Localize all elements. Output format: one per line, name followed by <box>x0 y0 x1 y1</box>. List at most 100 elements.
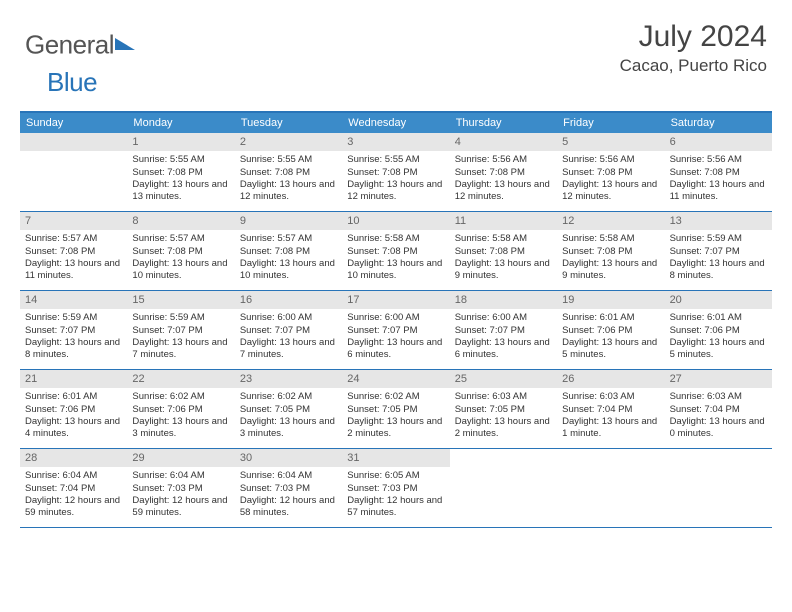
day-cell: 10Sunrise: 5:58 AMSunset: 7:08 PMDayligh… <box>342 212 449 290</box>
day-cell: 16Sunrise: 6:00 AMSunset: 7:07 PMDayligh… <box>235 291 342 369</box>
day-cell: 25Sunrise: 6:03 AMSunset: 7:05 PMDayligh… <box>450 370 557 448</box>
sunrise-line: Sunrise: 5:58 AM <box>562 233 659 245</box>
day-body: Sunrise: 6:01 AMSunset: 7:06 PMDaylight:… <box>557 309 664 365</box>
daylight-line: Daylight: 13 hours and 3 minutes. <box>132 416 229 441</box>
day-number: 24 <box>342 370 449 388</box>
weekday-header-row: SundayMondayTuesdayWednesdayThursdayFrid… <box>20 113 772 133</box>
day-body: Sunrise: 6:05 AMSunset: 7:03 PMDaylight:… <box>342 467 449 523</box>
sunrise-line: Sunrise: 6:03 AM <box>455 391 552 403</box>
daylight-line: Daylight: 13 hours and 0 minutes. <box>670 416 767 441</box>
location: Cacao, Puerto Rico <box>620 56 767 76</box>
day-cell: 29Sunrise: 6:04 AMSunset: 7:03 PMDayligh… <box>127 449 234 527</box>
sunset-line: Sunset: 7:06 PM <box>25 404 122 416</box>
day-number: 1 <box>127 133 234 151</box>
sunrise-line: Sunrise: 6:04 AM <box>132 470 229 482</box>
sunrise-line: Sunrise: 6:03 AM <box>562 391 659 403</box>
sunset-line: Sunset: 7:03 PM <box>347 483 444 495</box>
day-number: 6 <box>665 133 772 151</box>
day-body: Sunrise: 6:00 AMSunset: 7:07 PMDaylight:… <box>235 309 342 365</box>
daylight-line: Daylight: 13 hours and 2 minutes. <box>455 416 552 441</box>
header: GeneralBlue July 2024 Cacao, Puerto Rico <box>0 0 792 103</box>
day-number: 27 <box>665 370 772 388</box>
day-cell: 5Sunrise: 5:56 AMSunset: 7:08 PMDaylight… <box>557 133 664 211</box>
day-body: Sunrise: 6:03 AMSunset: 7:04 PMDaylight:… <box>665 388 772 444</box>
day-body: Sunrise: 6:00 AMSunset: 7:07 PMDaylight:… <box>342 309 449 365</box>
sunrise-line: Sunrise: 5:59 AM <box>25 312 122 324</box>
day-number: 12 <box>557 212 664 230</box>
day-number: 23 <box>235 370 342 388</box>
day-number: 9 <box>235 212 342 230</box>
sunrise-line: Sunrise: 6:02 AM <box>240 391 337 403</box>
day-number: 18 <box>450 291 557 309</box>
day-body: Sunrise: 5:56 AMSunset: 7:08 PMDaylight:… <box>665 151 772 207</box>
sunset-line: Sunset: 7:08 PM <box>25 246 122 258</box>
day-body: Sunrise: 6:01 AMSunset: 7:06 PMDaylight:… <box>665 309 772 365</box>
daylight-line: Daylight: 13 hours and 4 minutes. <box>25 416 122 441</box>
sunset-line: Sunset: 7:08 PM <box>670 167 767 179</box>
daylight-line: Daylight: 13 hours and 7 minutes. <box>132 337 229 362</box>
day-cell: 14Sunrise: 5:59 AMSunset: 7:07 PMDayligh… <box>20 291 127 369</box>
weekday-header: Tuesday <box>235 113 342 133</box>
logo: GeneralBlue <box>25 26 136 98</box>
day-body: Sunrise: 6:02 AMSunset: 7:05 PMDaylight:… <box>342 388 449 444</box>
sunset-line: Sunset: 7:03 PM <box>240 483 337 495</box>
day-number: 16 <box>235 291 342 309</box>
daylight-line: Daylight: 13 hours and 12 minutes. <box>455 179 552 204</box>
sunrise-line: Sunrise: 6:03 AM <box>670 391 767 403</box>
daylight-line: Daylight: 12 hours and 57 minutes. <box>347 495 444 520</box>
sunrise-line: Sunrise: 5:55 AM <box>132 154 229 166</box>
weekday-header: Sunday <box>20 113 127 133</box>
calendar-body: 1Sunrise: 5:55 AMSunset: 7:08 PMDaylight… <box>20 133 772 528</box>
day-body: Sunrise: 5:58 AMSunset: 7:08 PMDaylight:… <box>450 230 557 286</box>
sunset-line: Sunset: 7:04 PM <box>670 404 767 416</box>
day-cell: 20Sunrise: 6:01 AMSunset: 7:06 PMDayligh… <box>665 291 772 369</box>
day-cell <box>557 449 664 527</box>
empty-day-header <box>20 133 127 151</box>
day-cell <box>20 133 127 211</box>
daylight-line: Daylight: 13 hours and 6 minutes. <box>347 337 444 362</box>
day-cell: 18Sunrise: 6:00 AMSunset: 7:07 PMDayligh… <box>450 291 557 369</box>
day-cell: 13Sunrise: 5:59 AMSunset: 7:07 PMDayligh… <box>665 212 772 290</box>
sunrise-line: Sunrise: 6:01 AM <box>670 312 767 324</box>
day-number: 2 <box>235 133 342 151</box>
logo-text: GeneralBlue <box>25 26 136 98</box>
daylight-line: Daylight: 13 hours and 10 minutes. <box>132 258 229 283</box>
day-cell: 6Sunrise: 5:56 AMSunset: 7:08 PMDaylight… <box>665 133 772 211</box>
day-cell: 24Sunrise: 6:02 AMSunset: 7:05 PMDayligh… <box>342 370 449 448</box>
sunset-line: Sunset: 7:08 PM <box>132 167 229 179</box>
sunset-line: Sunset: 7:06 PM <box>562 325 659 337</box>
sunrise-line: Sunrise: 5:58 AM <box>347 233 444 245</box>
daylight-line: Daylight: 13 hours and 13 minutes. <box>132 179 229 204</box>
sunset-line: Sunset: 7:05 PM <box>455 404 552 416</box>
day-number: 13 <box>665 212 772 230</box>
sunset-line: Sunset: 7:07 PM <box>25 325 122 337</box>
daylight-line: Daylight: 12 hours and 59 minutes. <box>25 495 122 520</box>
day-number: 31 <box>342 449 449 467</box>
month-title: July 2024 <box>620 20 767 54</box>
day-cell: 19Sunrise: 6:01 AMSunset: 7:06 PMDayligh… <box>557 291 664 369</box>
daylight-line: Daylight: 13 hours and 8 minutes. <box>25 337 122 362</box>
weekday-header: Saturday <box>665 113 772 133</box>
weekday-header: Thursday <box>450 113 557 133</box>
daylight-line: Daylight: 13 hours and 1 minute. <box>562 416 659 441</box>
day-body: Sunrise: 6:04 AMSunset: 7:03 PMDaylight:… <box>235 467 342 523</box>
weekday-header: Monday <box>127 113 234 133</box>
daylight-line: Daylight: 13 hours and 11 minutes. <box>25 258 122 283</box>
sunrise-line: Sunrise: 5:56 AM <box>455 154 552 166</box>
sunset-line: Sunset: 7:08 PM <box>455 167 552 179</box>
day-cell: 11Sunrise: 5:58 AMSunset: 7:08 PMDayligh… <box>450 212 557 290</box>
day-body: Sunrise: 5:57 AMSunset: 7:08 PMDaylight:… <box>127 230 234 286</box>
day-number: 29 <box>127 449 234 467</box>
day-cell: 22Sunrise: 6:02 AMSunset: 7:06 PMDayligh… <box>127 370 234 448</box>
day-cell: 23Sunrise: 6:02 AMSunset: 7:05 PMDayligh… <box>235 370 342 448</box>
logo-part1: General <box>25 29 114 59</box>
day-number: 21 <box>20 370 127 388</box>
week-row: 21Sunrise: 6:01 AMSunset: 7:06 PMDayligh… <box>20 370 772 449</box>
day-cell: 31Sunrise: 6:05 AMSunset: 7:03 PMDayligh… <box>342 449 449 527</box>
day-body: Sunrise: 5:59 AMSunset: 7:07 PMDaylight:… <box>20 309 127 365</box>
daylight-line: Daylight: 13 hours and 5 minutes. <box>562 337 659 362</box>
day-cell: 28Sunrise: 6:04 AMSunset: 7:04 PMDayligh… <box>20 449 127 527</box>
day-number: 28 <box>20 449 127 467</box>
day-number: 14 <box>20 291 127 309</box>
daylight-line: Daylight: 13 hours and 3 minutes. <box>240 416 337 441</box>
